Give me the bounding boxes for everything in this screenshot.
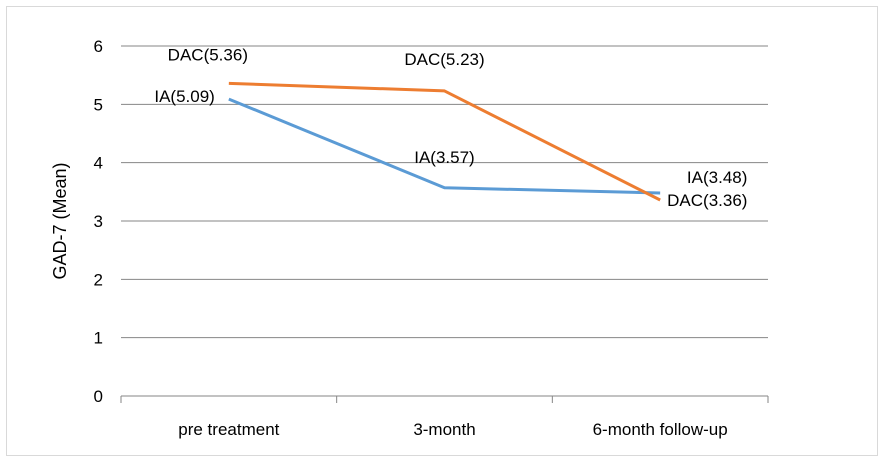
y-tick-label: 4 <box>94 154 103 173</box>
data-label-dac: DAC(5.36) <box>168 45 248 64</box>
data-label-ia: IA(3.57) <box>414 148 474 167</box>
y-tick-label: 5 <box>94 95 103 114</box>
chart-frame <box>6 6 878 456</box>
data-label-ia: IA(3.48) <box>687 168 747 187</box>
x-tick-label: 3-month <box>413 420 475 439</box>
y-axis-label: GAD-7 (Mean) <box>50 162 70 279</box>
data-label-dac: DAC(3.36) <box>667 191 747 210</box>
y-tick-label: 1 <box>94 329 103 348</box>
series-line-ia <box>228 97 661 195</box>
data-label-dac: DAC(5.23) <box>404 50 484 69</box>
data-labels: IA(5.09) IA(3.57) IA(3.48) DAC(5.36) DAC(5.2… <box>154 45 747 210</box>
series-line-dac <box>228 81 661 202</box>
x-tick-label: pre treatment <box>178 420 279 439</box>
y-tick-label: 0 <box>94 387 103 406</box>
x-tick-label: 6-month follow-up <box>593 420 728 439</box>
axes: 0 1 2 3 4 5 6 pre treatment 3-month 6-month follo… <box>94 37 769 439</box>
data-label-ia: IA(5.09) <box>154 87 214 106</box>
gridlines <box>121 45 768 339</box>
y-tick-label: 2 <box>94 270 103 289</box>
series-lines <box>228 81 661 202</box>
y-tick-label: 6 <box>94 37 103 56</box>
y-tick-label: 3 <box>94 212 103 231</box>
